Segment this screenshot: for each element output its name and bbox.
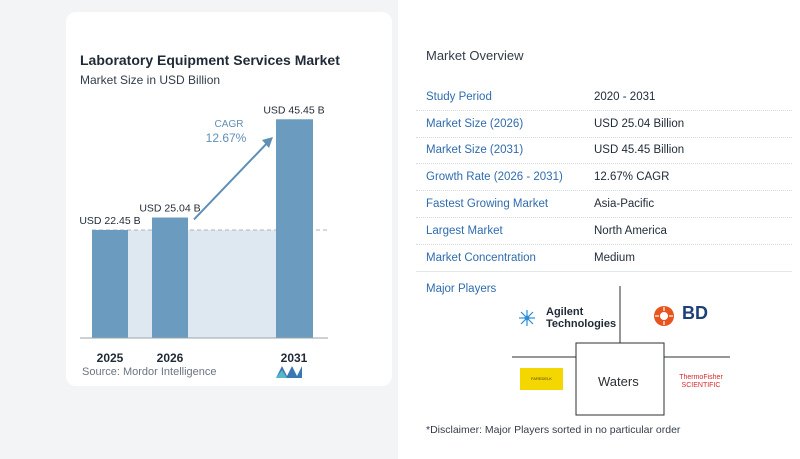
row-value: Asia-Pacific bbox=[594, 198, 655, 211]
mordor-logo-icon bbox=[276, 366, 302, 378]
row-label: Study Period bbox=[426, 90, 492, 103]
cagr-arrow-head-icon bbox=[262, 137, 273, 148]
row-label: Fastest Growing Market bbox=[426, 198, 549, 211]
row-value: USD 45.45 Billion bbox=[594, 144, 685, 157]
row-value: North America bbox=[594, 224, 667, 237]
source-text: Source: Mordor Intelligence bbox=[82, 366, 217, 378]
cagr-label: CAGR bbox=[215, 119, 244, 130]
data-label-2031: USD 45.45 B bbox=[263, 104, 324, 116]
x-tick-2025: 2025 bbox=[97, 351, 124, 365]
bar-2031 bbox=[276, 119, 313, 338]
yellow-logo-text: FAREDELK bbox=[531, 376, 552, 381]
table-row: Market Size (2031) USD 45.45 Billion bbox=[416, 138, 792, 165]
agilent-spark-icon bbox=[519, 310, 535, 326]
market-overview-panel: Market Overview Study Period 2020 - 2031… bbox=[398, 0, 800, 459]
agilent-line-2: Technologies bbox=[546, 318, 617, 330]
row-label: Growth Rate (2026 - 2031) bbox=[426, 171, 563, 184]
bd-logo-text: BD bbox=[682, 303, 708, 323]
table-row: Market Size (2026) USD 25.04 Billion bbox=[416, 111, 792, 138]
agilent-line-1: Agilent bbox=[546, 306, 584, 318]
bar-2026 bbox=[152, 217, 188, 338]
bar-2025 bbox=[92, 229, 128, 338]
table-row: Market Concentration Medium bbox=[416, 245, 792, 272]
players-grid bbox=[512, 286, 730, 416]
row-label: Market Concentration bbox=[426, 251, 536, 264]
x-tick-2031: 2031 bbox=[281, 351, 308, 365]
yellow-logo: FAREDELK bbox=[520, 368, 563, 390]
overview-table: Study Period 2020 - 2031 Market Size (20… bbox=[416, 84, 792, 272]
thermofisher-line-2: SCIENTIFIC bbox=[681, 382, 721, 389]
row-label: Largest Market bbox=[426, 224, 503, 237]
overview-title: Market Overview bbox=[426, 48, 524, 63]
row-value: 12.67% CAGR bbox=[594, 171, 670, 184]
waters-frame bbox=[575, 342, 665, 416]
agilent-logo-text: Agilent Technologies bbox=[546, 306, 616, 330]
cagr-value: 12.67% bbox=[206, 131, 247, 145]
row-label: Market Size (2031) bbox=[426, 144, 524, 157]
row-value: 2020 - 2031 bbox=[594, 90, 656, 103]
table-row: Study Period 2020 - 2031 bbox=[416, 84, 792, 111]
bar-chart: USD 22.45 B 2025 USD 25.04 B 2026 USD 45.45 … bbox=[79, 104, 328, 365]
thermofisher-line-1: ThermoFisher bbox=[679, 374, 723, 381]
data-label-2026: USD 25.04 B bbox=[139, 202, 200, 214]
cagr-arrow-line bbox=[193, 138, 272, 221]
bd-sun-icon bbox=[654, 306, 674, 326]
table-row: Fastest Growing Market Asia-Pacific bbox=[416, 191, 792, 218]
x-tick-2026: 2026 bbox=[157, 351, 184, 365]
row-value: USD 25.04 Billion bbox=[594, 117, 685, 130]
data-label-2025: USD 22.45 B bbox=[79, 215, 140, 227]
table-row: Growth Rate (2026 - 2031) 12.67% CAGR bbox=[416, 164, 792, 192]
disclaimer-text: *Disclaimer: Major Players sorted in no … bbox=[426, 424, 681, 436]
chart-card: USD 22.45 B 2025 USD 25.04 B 2026 USD 45.45 … bbox=[66, 12, 392, 386]
chart-subtitle: Market Size in USD Billion bbox=[80, 73, 221, 87]
waters-logo-text: Waters bbox=[598, 374, 639, 389]
table-row: Largest Market North America bbox=[416, 218, 792, 245]
chart-title: Laboratory Equipment Services Market bbox=[80, 52, 340, 68]
row-label: Market Size (2026) bbox=[426, 117, 524, 130]
row-value: Medium bbox=[594, 251, 635, 264]
thermofisher-logo-text: ThermoFisher SCIENTIFIC bbox=[676, 374, 726, 390]
major-players-title: Major Players bbox=[426, 283, 497, 295]
